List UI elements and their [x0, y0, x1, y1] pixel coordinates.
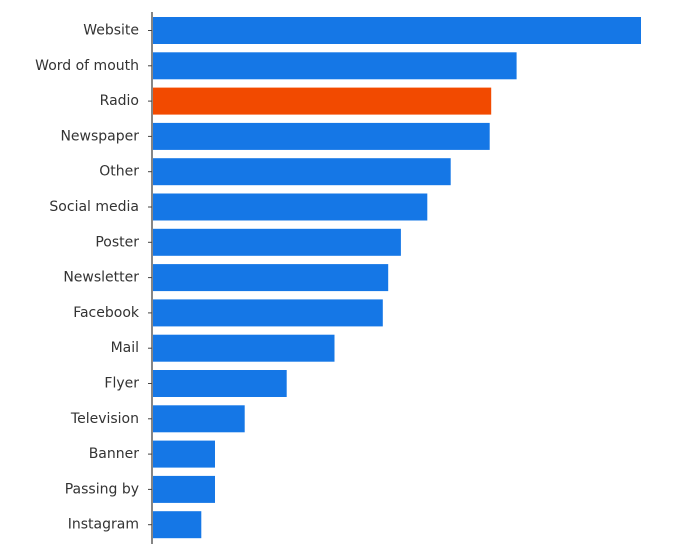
bar-newsletter [153, 264, 389, 292]
category-label: Mail [111, 340, 139, 356]
bar-newspaper [153, 122, 490, 150]
bar-website [153, 17, 641, 44]
bar-facebook [153, 299, 383, 327]
category-label: Social media [49, 199, 139, 215]
category-label: Television [70, 411, 139, 427]
bar-radio [153, 87, 492, 115]
bar-passing-by [153, 475, 215, 503]
category-label: Newsletter [63, 270, 139, 286]
category-label: Banner [89, 446, 140, 462]
bar-instagram [153, 511, 202, 539]
category-label: Website [83, 23, 139, 39]
bar-flyer [153, 370, 287, 397]
category-label: Facebook [73, 305, 140, 321]
category-label: Instagram [68, 517, 139, 533]
bar-social-media [153, 193, 428, 221]
category-label: Poster [95, 234, 139, 250]
bar-mail [153, 334, 335, 362]
category-label: Flyer [104, 376, 139, 392]
category-label: Passing by [65, 481, 139, 497]
category-label: Other [99, 164, 139, 180]
category-labels: Website Word of mouth Radio Newspaper Other S… [35, 23, 152, 533]
bar-other [153, 158, 451, 186]
bars-group [153, 17, 641, 539]
category-label: Radio [100, 93, 139, 109]
bar-television [153, 405, 245, 433]
category-label: Word of mouth [35, 58, 139, 74]
bar-word-of-mouth [153, 52, 517, 80]
category-label: Newspaper [60, 128, 139, 144]
bar-poster [153, 228, 401, 256]
bar-banner [153, 440, 215, 468]
